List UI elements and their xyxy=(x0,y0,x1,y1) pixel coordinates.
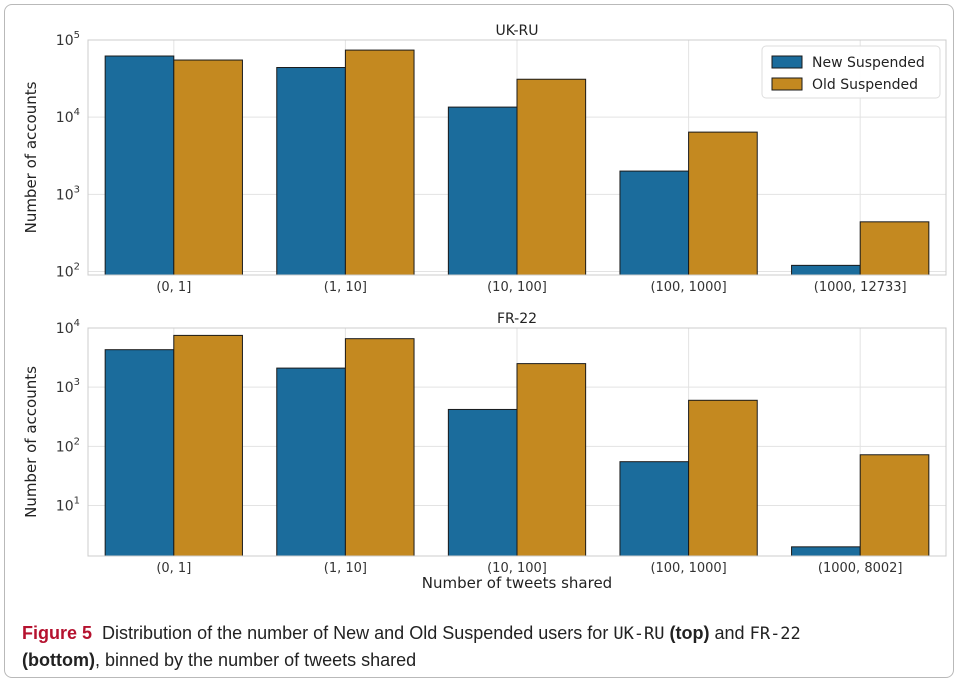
y-tick-label: 103 xyxy=(56,184,80,203)
caption-label: Figure 5 xyxy=(22,623,93,643)
bar xyxy=(447,408,518,557)
bar xyxy=(344,338,415,557)
figure-caption: Figure 5 Distribution of the number of N… xyxy=(22,620,942,673)
y-tick-label: 102 xyxy=(56,261,80,280)
caption-code-2: FR-22 xyxy=(749,624,801,644)
y-tick-label: 102 xyxy=(56,436,80,455)
bar xyxy=(859,454,930,557)
bar xyxy=(104,349,175,557)
bar xyxy=(791,546,861,557)
bar xyxy=(447,106,518,276)
bar xyxy=(688,399,758,557)
bar xyxy=(516,78,587,276)
chart-panel-1: UK-RU 102 103 104 105 (0, 1] (1, 10] (10, 100] (… xyxy=(22,23,947,295)
caption-bold-2: (bottom) xyxy=(22,650,95,670)
bar xyxy=(516,363,587,557)
y-axis-label: Number of accounts xyxy=(22,366,40,518)
y-tick-label: 105 xyxy=(56,30,80,49)
caption-text-3: , binned by the number of tweets shared xyxy=(94,650,417,670)
x-tick-label: (10, 100] xyxy=(487,561,547,576)
caption-code-1: UK-RU xyxy=(613,624,665,644)
x-tick-label: (0, 1] xyxy=(156,561,191,576)
x-tick-label: (100, 1000] xyxy=(650,280,726,295)
plot-frame xyxy=(87,327,947,557)
bar xyxy=(688,131,758,276)
chart-panel-2: FR-22 101 102 103 104 (0, 1] (1, 10] (10, 100] (… xyxy=(22,311,947,592)
plot-frame xyxy=(87,39,947,276)
bar xyxy=(104,55,175,276)
x-tick-label: (1, 10] xyxy=(324,280,367,295)
caption-bold-1: (top) xyxy=(669,623,710,643)
x-tick-label: (1, 10] xyxy=(324,561,367,576)
y-tick-label: 101 xyxy=(56,495,80,514)
chart-title: UK-RU xyxy=(496,23,539,39)
bar xyxy=(173,59,243,276)
bar xyxy=(276,367,346,557)
caption-text-2: and xyxy=(714,623,745,643)
x-tick-label: (100, 1000] xyxy=(650,561,726,576)
y-tick-label: 104 xyxy=(56,107,80,126)
chart-title: FR-22 xyxy=(497,311,537,327)
legend-swatch xyxy=(771,77,803,91)
bar xyxy=(791,264,861,276)
y-tick-label: 103 xyxy=(56,377,80,396)
bar xyxy=(619,170,690,276)
legend: New Suspended Old Suspended xyxy=(761,45,941,99)
legend-label: New Suspended xyxy=(812,55,925,71)
bar xyxy=(344,49,415,276)
y-tick-label: 104 xyxy=(56,318,80,337)
legend-label: Old Suspended xyxy=(812,77,918,93)
legend-box xyxy=(761,45,941,99)
x-tick-label: (0, 1] xyxy=(156,280,191,295)
legend-swatch xyxy=(771,55,803,69)
caption-text-1: Distribution of the number of New and Ol… xyxy=(102,623,609,643)
bar xyxy=(859,221,930,276)
y-axis-label: Number of accounts xyxy=(22,81,40,233)
x-axis-label: Number of tweets shared xyxy=(422,574,612,592)
x-tick-label: (1000, 12733] xyxy=(814,280,907,295)
bar xyxy=(173,334,243,557)
x-tick-label: (1000, 8002] xyxy=(818,561,903,576)
bar xyxy=(276,67,346,276)
bar xyxy=(619,461,690,557)
x-tick-label: (10, 100] xyxy=(487,280,547,295)
